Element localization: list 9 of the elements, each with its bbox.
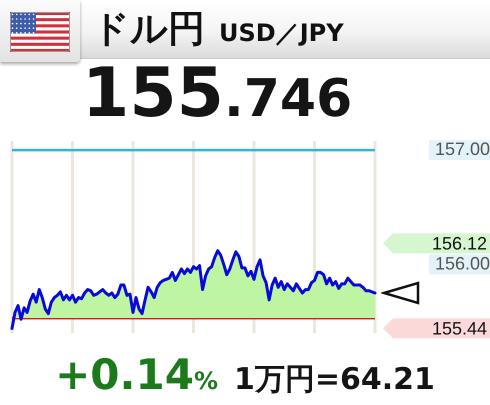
text: 156.12 [432,233,487,254]
text: 1万円=64.21 [234,361,435,399]
y-tick-label: 157.00 [434,139,490,160]
y-tick-label: 156.00 [434,253,490,274]
text: 155.746 [82,54,352,133]
chart-title: ドル円 [92,6,205,52]
chart-subtitle: USD／JPY [219,18,344,49]
text: +0.14% [55,350,218,399]
text: 155.44 [432,318,487,338]
